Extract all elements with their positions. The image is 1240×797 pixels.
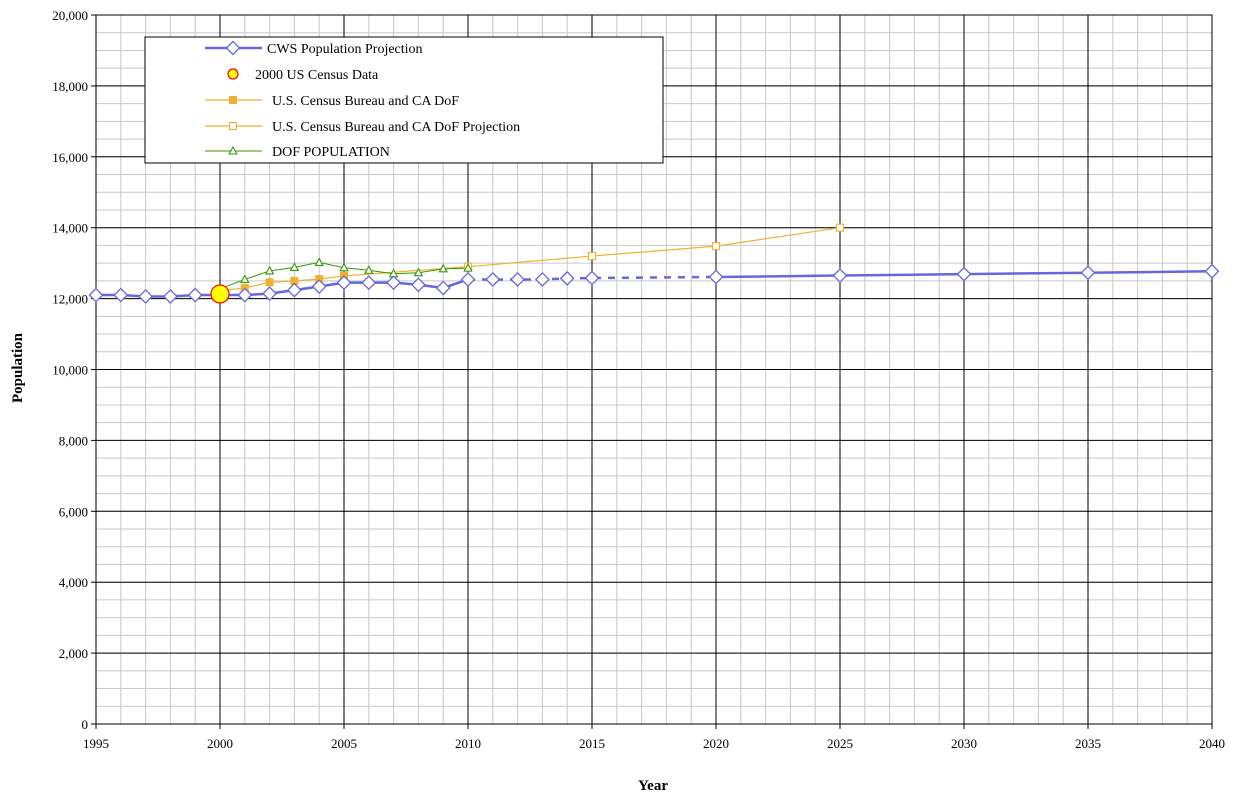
cws-projection-point [435, 280, 451, 296]
y-axis-ticks: 0 2,000 4,000 6,000 8,000 10,000 12,000 14,000 1… [52, 8, 96, 732]
series-layer [88, 223, 1220, 304]
legend-label: CWS Population Projection [267, 42, 423, 57]
legend-marker [228, 145, 238, 155]
legend-label: U.S. Census Bureau and CA DoF Projection [272, 120, 520, 135]
cws-projection-point [832, 268, 848, 283]
cws-projection-point [510, 272, 526, 287]
cws-projection-point [237, 287, 253, 303]
series-line-census-bureau [219, 275, 345, 292]
x-tick-label: 2015 [579, 736, 605, 751]
cws-projection-point [113, 287, 129, 303]
x-tick-label: 2040 [1199, 736, 1225, 751]
cws-projection-point [410, 277, 426, 293]
cws-projection-point [187, 287, 203, 303]
legend-marker [225, 40, 241, 56]
y-tick-label: 4,000 [59, 575, 88, 590]
dof-population-point [264, 265, 275, 275]
cws-projection-point [311, 279, 327, 294]
y-tick-label: 6,000 [59, 504, 88, 519]
cws-projection-point [336, 275, 352, 291]
census-bureau-point [265, 278, 274, 287]
x-axis-title: Year [638, 778, 668, 794]
legend-label: 2000 US Census Data [255, 68, 379, 83]
y-tick-label: 16,000 [52, 150, 88, 165]
cws-projection-point [138, 289, 154, 304]
x-tick-label: 1995 [83, 736, 109, 751]
cws-projection-point [460, 272, 476, 287]
y-axis-title: Population [10, 332, 26, 403]
y-tick-label: 18,000 [52, 79, 88, 94]
dof-population-point [413, 267, 424, 277]
y-tick-label: 10,000 [52, 363, 88, 378]
dof-population-point [438, 263, 448, 273]
cws-projection-point [361, 275, 377, 291]
cws-projection-point [559, 270, 575, 286]
dof-population-point [339, 262, 349, 272]
x-tick-label: 2010 [455, 736, 481, 751]
y-tick-label: 14,000 [52, 221, 88, 236]
legend: CWS Population Projection 2000 US Census … [144, 36, 664, 164]
y-tick-label: 0 [82, 717, 89, 732]
dof-population-point [463, 262, 473, 272]
y-tick-label: 8,000 [59, 433, 88, 448]
cws-projection-point [956, 266, 972, 282]
y-tick-label: 20,000 [52, 8, 88, 23]
legend-box [144, 36, 664, 164]
cws-projection-point [584, 270, 600, 286]
x-axis-ticks: 1995 2000 2005 2010 2015 2020 2025 2030 2035 2040 [83, 724, 1225, 751]
cws-projection-point [485, 272, 501, 287]
cws-projection-point [708, 269, 724, 285]
census-bureau-projection-point [711, 242, 721, 251]
x-tick-label: 2030 [951, 736, 977, 751]
census-bureau-projection-point [835, 223, 845, 232]
dof-population-point [240, 274, 250, 284]
x-tick-label: 2005 [331, 736, 357, 751]
cws-projection-point [534, 272, 550, 287]
legend-label: U.S. Census Bureau and CA DoF [272, 94, 459, 109]
series-line-cws-projection [96, 278, 469, 298]
y-tick-label: 2,000 [59, 646, 88, 661]
cws-projection-point [262, 286, 278, 302]
legend-label: DOF POPULATION [272, 145, 390, 160]
cws-projection-point [1080, 265, 1096, 281]
census-2000-point [210, 284, 230, 304]
x-tick-label: 2020 [703, 736, 729, 751]
dof-population-point [364, 265, 374, 274]
cws-projection-point [1204, 263, 1220, 279]
legend-marker [227, 68, 239, 80]
y-tick-label: 12,000 [52, 292, 88, 307]
dof-population-point [289, 262, 300, 271]
x-tick-label: 2025 [827, 736, 853, 751]
cws-projection-point [88, 287, 104, 303]
legend-marker [228, 121, 238, 131]
dof-population-point [314, 257, 324, 266]
x-tick-label: 2035 [1075, 736, 1101, 751]
cws-projection-point [386, 275, 402, 291]
cws-projection-point [286, 282, 302, 298]
legend-marker [229, 96, 237, 104]
census-bureau-projection-point [587, 252, 597, 261]
x-tick-label: 2000 [207, 736, 233, 751]
cws-projection-point [162, 289, 178, 304]
